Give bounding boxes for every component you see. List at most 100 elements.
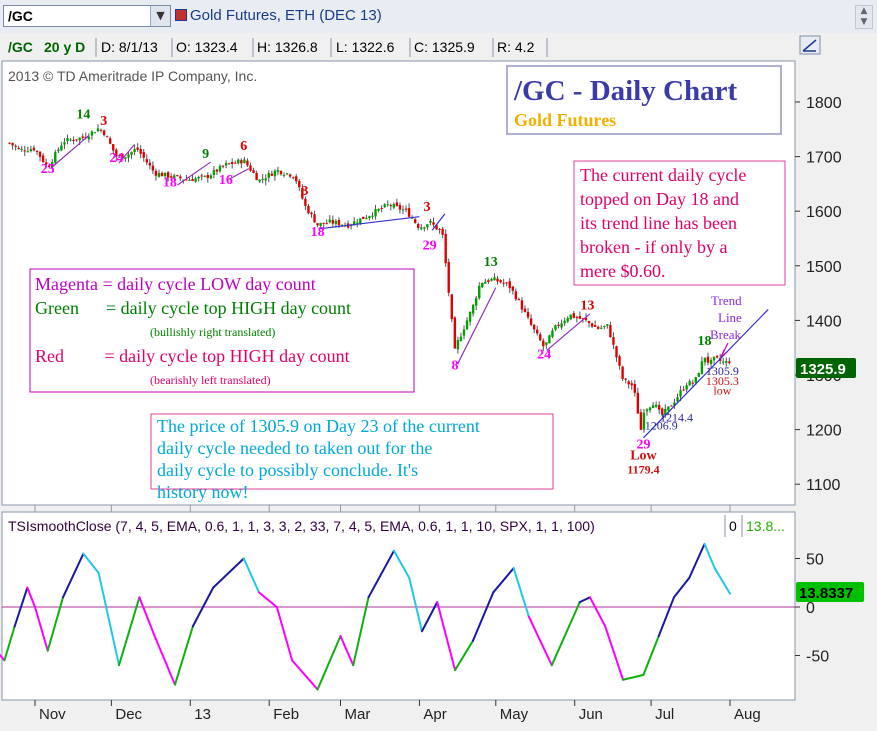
candle-body — [484, 281, 487, 284]
quote-high: H: 1326.8 — [257, 39, 318, 55]
candle-body — [569, 314, 572, 320]
trend-line — [431, 213, 446, 231]
x-tick-label: Feb — [273, 706, 299, 723]
candle-body — [197, 176, 200, 179]
candle-body — [505, 282, 508, 284]
candle-body — [627, 381, 630, 385]
candle-body — [108, 138, 112, 144]
candle-body — [322, 222, 325, 224]
candle-body — [465, 320, 469, 330]
candle-body — [590, 323, 594, 327]
cycle-label: 24 — [537, 348, 551, 363]
candle-body — [90, 131, 94, 136]
trend-lines — [49, 135, 769, 439]
candle-body — [173, 175, 176, 179]
tsi-segment — [275, 606, 294, 662]
candle-body — [654, 404, 658, 407]
candle-body — [535, 329, 539, 334]
candle-body — [203, 175, 206, 177]
oscillator-y-tick-label: 0 — [806, 600, 815, 617]
price-y-tick-label: 1800 — [806, 95, 842, 112]
tsi-segment — [604, 625, 625, 681]
candle-body — [255, 172, 258, 181]
candle-body — [673, 402, 676, 406]
candle-body — [63, 142, 66, 145]
tsi-segment — [258, 591, 278, 608]
candle-body — [474, 298, 478, 306]
x-tick-label: Aug — [734, 706, 761, 723]
candle-body — [722, 361, 725, 363]
candle-body — [359, 218, 362, 225]
tsi-segment — [339, 635, 355, 667]
candle-body — [319, 222, 322, 226]
candle-body — [295, 176, 298, 182]
price-annotation: 1206.9 — [645, 419, 678, 433]
trend-line — [320, 216, 420, 230]
candle-body — [352, 221, 356, 226]
candle-body — [224, 162, 228, 166]
cycle-label: 3 — [301, 184, 308, 199]
candle-body — [276, 170, 280, 172]
candle-body — [240, 160, 243, 164]
tsi-segment — [408, 576, 423, 633]
tsi-segment — [352, 596, 370, 667]
candle-body — [57, 149, 60, 151]
tsi-segment — [46, 596, 65, 652]
legend-green-sub: (bullishly right translated) — [150, 325, 275, 339]
candle-body — [572, 313, 575, 318]
candle-body — [557, 324, 560, 326]
chart-title: /GC - Daily Chart — [513, 75, 737, 107]
candle-body — [392, 204, 396, 208]
candle-body — [426, 224, 429, 228]
chevron-down-icon[interactable]: ▼ — [150, 6, 170, 26]
candle-body — [316, 223, 319, 226]
scroll-up-icon[interactable]: ▲ ▼ — [855, 5, 873, 29]
tsi-segment — [642, 635, 660, 676]
candle-body — [200, 175, 203, 177]
candle-body — [17, 148, 20, 150]
candle-body — [468, 311, 472, 322]
candle-body — [715, 355, 719, 358]
oscillator-y-tick-label: 50 — [806, 552, 824, 569]
trend-line — [546, 313, 591, 351]
drawing-tool-icon[interactable] — [799, 35, 821, 55]
candle-body — [267, 173, 270, 178]
trend-line — [118, 144, 135, 164]
candle-body — [151, 165, 155, 171]
candle-body — [630, 383, 633, 386]
cycle-label: 29 — [636, 438, 650, 453]
candle-body — [441, 228, 444, 235]
candle-body — [481, 282, 484, 288]
chart-subtitle: Gold Futures — [514, 110, 616, 130]
current-cycle-text: The current daily cycle topped on Day 18 … — [580, 165, 746, 281]
candle-body — [279, 170, 283, 175]
candle-body — [615, 346, 618, 358]
candle-body — [218, 165, 222, 172]
candle-body — [258, 179, 261, 182]
candle-body — [389, 205, 392, 207]
candle-body — [154, 170, 158, 176]
tsi-segment — [688, 542, 706, 579]
candle-body — [661, 408, 664, 415]
candle-body — [115, 149, 118, 157]
candle-body — [383, 204, 386, 208]
quote-close: C: 1325.9 — [414, 39, 475, 55]
tsi-segment — [367, 549, 395, 599]
candle-body — [209, 175, 213, 179]
x-axis: Nov Dec 13 Feb Mar Apr May Jun Jul Aug — [34, 505, 761, 723]
trend-break-label: Trend Line Break — [710, 293, 742, 358]
candlestick-series — [8, 124, 731, 433]
candle-body — [645, 409, 649, 412]
candle-body — [249, 165, 252, 171]
candle-body — [456, 340, 460, 350]
candle-body — [307, 205, 310, 214]
price-annotation: Low — [630, 449, 657, 464]
legend-red-sub: (bearishly left translated) — [150, 373, 271, 387]
candle-body — [435, 224, 438, 230]
candle-body — [725, 361, 728, 363]
candle-body — [636, 392, 640, 414]
oscillator-title: TSIsmoothClose (7, 4, 5, EMA, 0.6, 1, 1,… — [8, 518, 595, 534]
symbol-input[interactable]: /GC — [3, 5, 171, 27]
candle-body — [356, 222, 359, 224]
trend-break-word-1: Trend — [711, 293, 742, 308]
